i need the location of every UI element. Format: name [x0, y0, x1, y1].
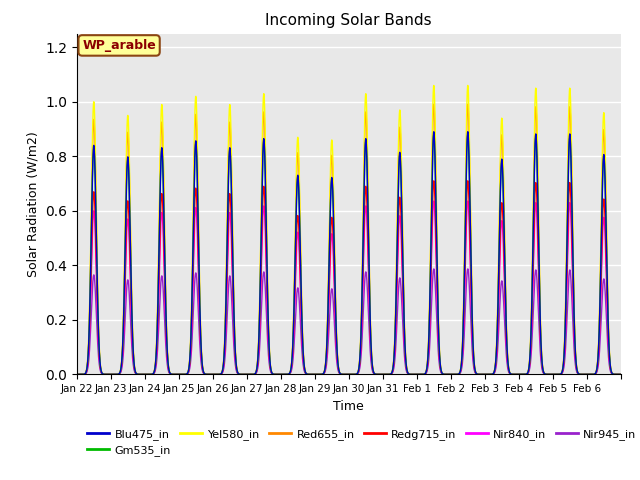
Text: WP_arable: WP_arable: [82, 39, 156, 52]
Gm535_in: [617, 372, 625, 377]
Line: Nir840_in: Nir840_in: [77, 201, 621, 374]
Y-axis label: Solar Radiation (W/m2): Solar Radiation (W/m2): [26, 131, 40, 277]
Nir945_in: [464, 266, 472, 272]
Gm535_in: [184, 369, 192, 374]
X-axis label: Time: Time: [333, 400, 364, 413]
Yel580_in: [464, 83, 472, 88]
Line: Nir945_in: Nir945_in: [77, 269, 621, 374]
Red655_in: [73, 372, 81, 377]
Red655_in: [419, 372, 426, 377]
Yel580_in: [501, 264, 509, 270]
Legend: Blu475_in, Gm535_in, Yel580_in, Red655_in, Redg715_in, Nir840_in, Nir945_in: Blu475_in, Gm535_in, Yel580_in, Red655_i…: [83, 424, 640, 460]
Yel580_in: [73, 372, 81, 377]
Red655_in: [464, 101, 472, 107]
Redg715_in: [611, 372, 619, 377]
Nir945_in: [467, 311, 474, 316]
Gm535_in: [419, 372, 426, 377]
Yel580_in: [617, 372, 625, 377]
Redg715_in: [501, 300, 509, 305]
Redg715_in: [617, 372, 625, 377]
Line: Blu475_in: Blu475_in: [77, 132, 621, 374]
Nir840_in: [73, 372, 81, 377]
Nir945_in: [617, 372, 625, 377]
Yel580_in: [419, 372, 426, 377]
Nir840_in: [184, 370, 192, 375]
Red655_in: [617, 372, 625, 377]
Gm535_in: [534, 198, 541, 204]
Line: Gm535_in: Gm535_in: [77, 134, 621, 374]
Redg715_in: [464, 178, 472, 184]
Line: Red655_in: Red655_in: [77, 104, 621, 374]
Nir945_in: [419, 372, 426, 377]
Nir840_in: [464, 198, 472, 204]
Nir840_in: [419, 372, 426, 377]
Yel580_in: [534, 162, 541, 168]
Yel580_in: [467, 204, 474, 210]
Gm535_in: [464, 132, 472, 137]
Red655_in: [534, 176, 541, 181]
Nir945_in: [534, 295, 541, 301]
Nir945_in: [184, 371, 192, 376]
Redg715_in: [467, 260, 474, 265]
Redg715_in: [73, 372, 81, 377]
Blu475_in: [617, 372, 625, 377]
Redg715_in: [419, 372, 426, 377]
Red655_in: [611, 372, 619, 377]
Blu475_in: [534, 195, 541, 201]
Blu475_in: [73, 372, 81, 377]
Line: Redg715_in: Redg715_in: [77, 181, 621, 374]
Title: Incoming Solar Bands: Incoming Solar Bands: [266, 13, 432, 28]
Redg715_in: [184, 370, 192, 375]
Blu475_in: [611, 372, 619, 377]
Redg715_in: [534, 231, 541, 237]
Nir945_in: [73, 372, 81, 377]
Nir945_in: [501, 332, 509, 338]
Gm535_in: [467, 233, 474, 239]
Nir840_in: [534, 246, 541, 252]
Gm535_in: [73, 372, 81, 377]
Nir840_in: [611, 372, 619, 377]
Red655_in: [501, 271, 509, 277]
Yel580_in: [611, 372, 619, 377]
Blu475_in: [501, 281, 509, 287]
Blu475_in: [467, 231, 474, 237]
Nir945_in: [611, 372, 619, 377]
Red655_in: [467, 216, 474, 221]
Blu475_in: [184, 369, 192, 374]
Gm535_in: [501, 282, 509, 288]
Blu475_in: [464, 129, 472, 134]
Blu475_in: [419, 372, 426, 377]
Nir840_in: [501, 307, 509, 313]
Nir840_in: [467, 271, 474, 277]
Red655_in: [184, 369, 192, 374]
Gm535_in: [611, 372, 619, 377]
Line: Yel580_in: Yel580_in: [77, 85, 621, 374]
Nir840_in: [617, 372, 625, 377]
Yel580_in: [184, 368, 192, 374]
